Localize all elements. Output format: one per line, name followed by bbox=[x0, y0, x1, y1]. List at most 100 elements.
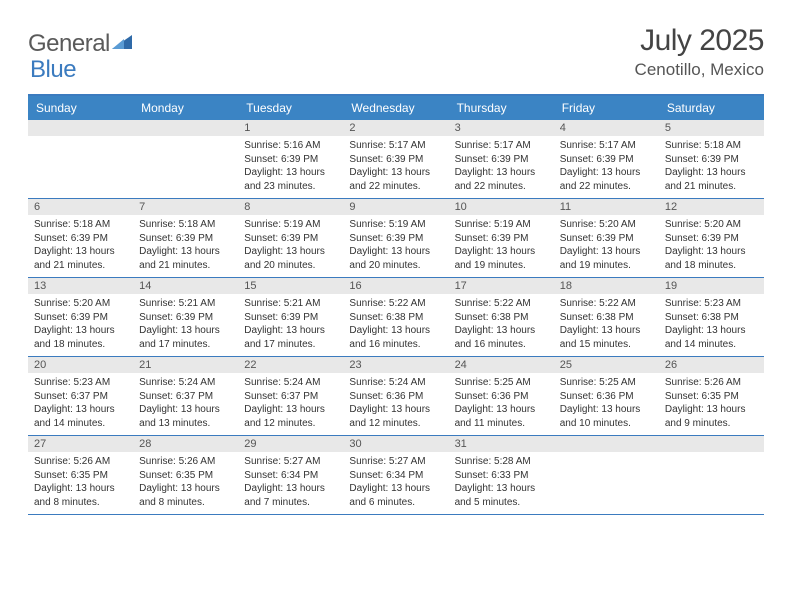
cell-body: Sunrise: 5:18 AMSunset: 6:39 PMDaylight:… bbox=[133, 215, 238, 276]
cell-date: 7 bbox=[133, 199, 238, 215]
cell-sunrise: Sunrise: 5:27 AM bbox=[349, 455, 442, 469]
cell-date: 8 bbox=[238, 199, 343, 215]
cell-daylight: Daylight: 13 hours and 9 minutes. bbox=[665, 403, 758, 430]
calendar-cell: 20Sunrise: 5:23 AMSunset: 6:37 PMDayligh… bbox=[28, 357, 133, 435]
cell-body: Sunrise: 5:20 AMSunset: 6:39 PMDaylight:… bbox=[659, 215, 764, 276]
title-block: July 2025 Cenotillo, Mexico bbox=[635, 24, 764, 80]
cell-sunrise: Sunrise: 5:26 AM bbox=[139, 455, 232, 469]
cell-body: Sunrise: 5:28 AMSunset: 6:33 PMDaylight:… bbox=[449, 452, 554, 513]
cell-body: Sunrise: 5:19 AMSunset: 6:39 PMDaylight:… bbox=[238, 215, 343, 276]
cell-date bbox=[659, 436, 764, 452]
cell-sunrise: Sunrise: 5:22 AM bbox=[455, 297, 548, 311]
cell-sunset: Sunset: 6:37 PM bbox=[34, 390, 127, 404]
calendar-cell: 13Sunrise: 5:20 AMSunset: 6:39 PMDayligh… bbox=[28, 278, 133, 356]
calendar: SundayMondayTuesdayWednesdayThursdayFrid… bbox=[28, 94, 764, 515]
cell-sunset: Sunset: 6:39 PM bbox=[349, 232, 442, 246]
calendar-cell: 9Sunrise: 5:19 AMSunset: 6:39 PMDaylight… bbox=[343, 199, 448, 277]
logo-text-general: General bbox=[28, 30, 110, 58]
cell-body: Sunrise: 5:17 AMSunset: 6:39 PMDaylight:… bbox=[449, 136, 554, 197]
cell-sunrise: Sunrise: 5:22 AM bbox=[349, 297, 442, 311]
cell-date: 6 bbox=[28, 199, 133, 215]
cell-sunrise: Sunrise: 5:23 AM bbox=[665, 297, 758, 311]
cell-sunrise: Sunrise: 5:24 AM bbox=[139, 376, 232, 390]
cell-sunrise: Sunrise: 5:26 AM bbox=[34, 455, 127, 469]
cell-date bbox=[28, 120, 133, 136]
cell-body: Sunrise: 5:22 AMSunset: 6:38 PMDaylight:… bbox=[554, 294, 659, 355]
cell-date: 31 bbox=[449, 436, 554, 452]
cell-date: 15 bbox=[238, 278, 343, 294]
cell-date: 26 bbox=[659, 357, 764, 373]
cell-daylight: Daylight: 13 hours and 7 minutes. bbox=[244, 482, 337, 509]
cell-daylight: Daylight: 13 hours and 21 minutes. bbox=[139, 245, 232, 272]
cell-sunset: Sunset: 6:37 PM bbox=[244, 390, 337, 404]
day-header-row: SundayMondayTuesdayWednesdayThursdayFrid… bbox=[28, 96, 764, 120]
cell-daylight: Daylight: 13 hours and 16 minutes. bbox=[455, 324, 548, 351]
cell-sunrise: Sunrise: 5:17 AM bbox=[349, 139, 442, 153]
week-row: 6Sunrise: 5:18 AMSunset: 6:39 PMDaylight… bbox=[28, 199, 764, 278]
cell-body: Sunrise: 5:18 AMSunset: 6:39 PMDaylight:… bbox=[28, 215, 133, 276]
cell-date: 13 bbox=[28, 278, 133, 294]
cell-sunset: Sunset: 6:37 PM bbox=[139, 390, 232, 404]
cell-daylight: Daylight: 13 hours and 17 minutes. bbox=[139, 324, 232, 351]
cell-sunrise: Sunrise: 5:17 AM bbox=[560, 139, 653, 153]
cell-date: 21 bbox=[133, 357, 238, 373]
cell-body: Sunrise: 5:27 AMSunset: 6:34 PMDaylight:… bbox=[343, 452, 448, 513]
cell-date bbox=[133, 120, 238, 136]
week-row: 13Sunrise: 5:20 AMSunset: 6:39 PMDayligh… bbox=[28, 278, 764, 357]
calendar-cell: 23Sunrise: 5:24 AMSunset: 6:36 PMDayligh… bbox=[343, 357, 448, 435]
cell-body: Sunrise: 5:26 AMSunset: 6:35 PMDaylight:… bbox=[133, 452, 238, 513]
cell-sunset: Sunset: 6:39 PM bbox=[34, 311, 127, 325]
cell-body: Sunrise: 5:17 AMSunset: 6:39 PMDaylight:… bbox=[343, 136, 448, 197]
cell-date: 11 bbox=[554, 199, 659, 215]
cell-body: Sunrise: 5:23 AMSunset: 6:37 PMDaylight:… bbox=[28, 373, 133, 434]
cell-sunset: Sunset: 6:39 PM bbox=[244, 153, 337, 167]
cell-sunset: Sunset: 6:39 PM bbox=[34, 232, 127, 246]
calendar-cell: 6Sunrise: 5:18 AMSunset: 6:39 PMDaylight… bbox=[28, 199, 133, 277]
cell-sunrise: Sunrise: 5:25 AM bbox=[560, 376, 653, 390]
calendar-cell: 7Sunrise: 5:18 AMSunset: 6:39 PMDaylight… bbox=[133, 199, 238, 277]
cell-daylight: Daylight: 13 hours and 6 minutes. bbox=[349, 482, 442, 509]
cell-date: 20 bbox=[28, 357, 133, 373]
cell-sunrise: Sunrise: 5:18 AM bbox=[34, 218, 127, 232]
cell-date: 3 bbox=[449, 120, 554, 136]
logo: General bbox=[28, 30, 136, 58]
cell-sunset: Sunset: 6:36 PM bbox=[455, 390, 548, 404]
day-header-cell: Monday bbox=[133, 96, 238, 120]
calendar-cell bbox=[554, 436, 659, 514]
week-row: 1Sunrise: 5:16 AMSunset: 6:39 PMDaylight… bbox=[28, 120, 764, 199]
cell-sunrise: Sunrise: 5:17 AM bbox=[455, 139, 548, 153]
cell-sunset: Sunset: 6:38 PM bbox=[665, 311, 758, 325]
calendar-cell: 1Sunrise: 5:16 AMSunset: 6:39 PMDaylight… bbox=[238, 120, 343, 198]
calendar-cell: 16Sunrise: 5:22 AMSunset: 6:38 PMDayligh… bbox=[343, 278, 448, 356]
cell-daylight: Daylight: 13 hours and 22 minutes. bbox=[560, 166, 653, 193]
cell-sunrise: Sunrise: 5:16 AM bbox=[244, 139, 337, 153]
cell-daylight: Daylight: 13 hours and 8 minutes. bbox=[139, 482, 232, 509]
cell-sunset: Sunset: 6:39 PM bbox=[244, 232, 337, 246]
calendar-cell: 10Sunrise: 5:19 AMSunset: 6:39 PMDayligh… bbox=[449, 199, 554, 277]
cell-sunset: Sunset: 6:39 PM bbox=[665, 153, 758, 167]
cell-sunset: Sunset: 6:39 PM bbox=[455, 232, 548, 246]
cell-body: Sunrise: 5:26 AMSunset: 6:35 PMDaylight:… bbox=[659, 373, 764, 434]
cell-body: Sunrise: 5:24 AMSunset: 6:36 PMDaylight:… bbox=[343, 373, 448, 434]
calendar-cell bbox=[133, 120, 238, 198]
cell-body: Sunrise: 5:27 AMSunset: 6:34 PMDaylight:… bbox=[238, 452, 343, 513]
cell-date: 19 bbox=[659, 278, 764, 294]
cell-sunrise: Sunrise: 5:27 AM bbox=[244, 455, 337, 469]
cell-sunrise: Sunrise: 5:19 AM bbox=[244, 218, 337, 232]
cell-date: 4 bbox=[554, 120, 659, 136]
day-header-cell: Friday bbox=[554, 96, 659, 120]
logo-text-blue-wrap: Blue bbox=[30, 56, 76, 84]
cell-daylight: Daylight: 13 hours and 13 minutes. bbox=[139, 403, 232, 430]
calendar-cell: 26Sunrise: 5:26 AMSunset: 6:35 PMDayligh… bbox=[659, 357, 764, 435]
cell-daylight: Daylight: 13 hours and 19 minutes. bbox=[560, 245, 653, 272]
cell-daylight: Daylight: 13 hours and 8 minutes. bbox=[34, 482, 127, 509]
cell-daylight: Daylight: 13 hours and 5 minutes. bbox=[455, 482, 548, 509]
cell-body: Sunrise: 5:20 AMSunset: 6:39 PMDaylight:… bbox=[554, 215, 659, 276]
cell-sunrise: Sunrise: 5:20 AM bbox=[665, 218, 758, 232]
cell-sunrise: Sunrise: 5:22 AM bbox=[560, 297, 653, 311]
cell-date: 25 bbox=[554, 357, 659, 373]
calendar-cell bbox=[28, 120, 133, 198]
cell-body: Sunrise: 5:18 AMSunset: 6:39 PMDaylight:… bbox=[659, 136, 764, 197]
header: General July 2025 Cenotillo, Mexico bbox=[28, 24, 764, 80]
cell-date: 16 bbox=[343, 278, 448, 294]
